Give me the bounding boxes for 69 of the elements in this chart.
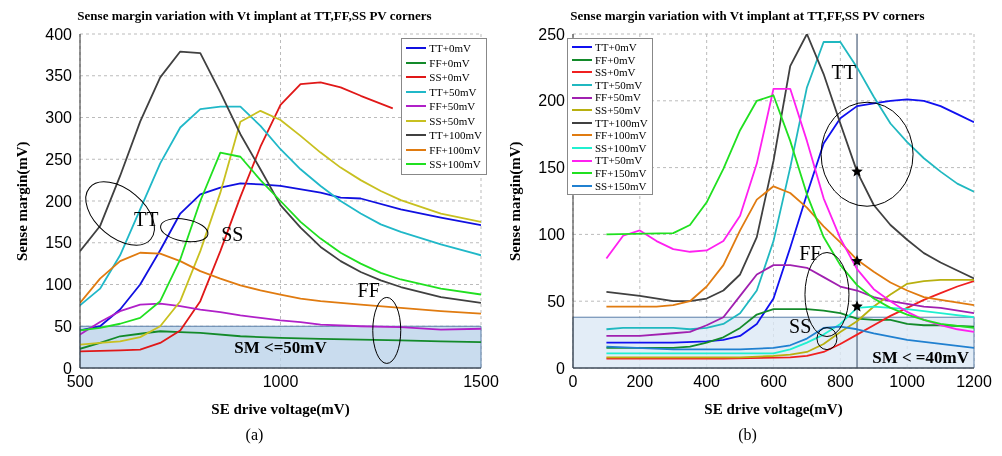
line-series bbox=[605, 308, 974, 349]
y-tick-label: 400 bbox=[45, 25, 73, 43]
x-tick-label: 1500 bbox=[463, 373, 499, 391]
text: (a) bbox=[244, 426, 265, 444]
legend-label: FF+0mV bbox=[595, 53, 636, 67]
legend-label: FF+50mV bbox=[429, 99, 476, 114]
line-series bbox=[80, 50, 481, 304]
y-tick-label: 150 bbox=[538, 159, 566, 177]
legend-label: SS+0mV bbox=[595, 66, 636, 79]
legend-label: TT+50mV bbox=[429, 84, 477, 99]
legend-label: SS+100mV bbox=[429, 157, 481, 172]
chart-title: Sense margin variation with Vt implant at TT,FF,SS PV corners bbox=[569, 8, 926, 25]
x-tick-label: 400 bbox=[693, 373, 721, 391]
x-tick-label: 500 bbox=[66, 373, 94, 391]
legend-label: TT+50mV bbox=[595, 78, 643, 92]
x-tick-label: 800 bbox=[826, 373, 854, 391]
legend-label: FF+100mV bbox=[429, 142, 481, 157]
legend-label: FF+100mV bbox=[595, 129, 647, 142]
line-series bbox=[80, 105, 481, 307]
line-series bbox=[80, 251, 481, 315]
y-tick-label: 100 bbox=[538, 226, 566, 244]
x-tick-label: 1000 bbox=[262, 373, 299, 391]
legend-label: SS+50mV bbox=[595, 103, 641, 117]
band-label: SM <=50mV bbox=[234, 338, 328, 358]
x-tick-label: 600 bbox=[760, 373, 787, 391]
line-series bbox=[605, 264, 974, 337]
y-tick-label: 150 bbox=[45, 234, 73, 252]
legend-label: FF+0mV bbox=[429, 55, 470, 70]
line-series bbox=[80, 81, 394, 353]
y-tick-label: 250 bbox=[45, 150, 73, 168]
x-tick-label: 200 bbox=[626, 373, 654, 391]
legend-label: TT+100mV bbox=[429, 128, 482, 143]
x-tick-label: 1000 bbox=[889, 373, 926, 391]
text: (b) bbox=[737, 426, 758, 444]
legend-label: TT+100mV bbox=[595, 116, 648, 130]
y-tick-label: 300 bbox=[45, 109, 73, 127]
annotation: TT bbox=[831, 60, 856, 83]
point bbox=[851, 165, 863, 177]
annotation: SS bbox=[789, 314, 812, 337]
y-axis-title: Sense margin(mV) bbox=[507, 141, 525, 261]
x-axis-title: SE drive voltage(mV) bbox=[211, 401, 350, 418]
line-series bbox=[80, 302, 481, 336]
x-tick-label: 1200 bbox=[956, 373, 992, 391]
x-axis-title: SE drive voltage(mV) bbox=[704, 401, 843, 418]
annotation: FF bbox=[357, 279, 380, 302]
annotation: FF bbox=[799, 242, 822, 265]
legend-label: SS+100mV bbox=[595, 141, 647, 155]
legend-label: FF+50mV bbox=[595, 91, 641, 104]
legend-label: FF+150mV bbox=[595, 166, 647, 180]
legend-label: SS+150mV bbox=[595, 179, 647, 193]
legend-label: TT+50mV bbox=[595, 154, 643, 167]
x-tick-label: 0 bbox=[568, 373, 578, 391]
y-tick-label: 50 bbox=[54, 317, 73, 335]
y-tick-label: 350 bbox=[45, 67, 73, 85]
y-tick-label: 50 bbox=[547, 292, 566, 310]
y-tick-label: 0 bbox=[556, 359, 566, 377]
y-tick-label: 250 bbox=[538, 25, 566, 43]
band-label: SM < =40mV bbox=[872, 348, 970, 367]
legend-label: TT+0mV bbox=[429, 41, 471, 56]
y-tick-label: 100 bbox=[45, 276, 73, 294]
y-tick-label: 200 bbox=[538, 92, 566, 110]
chart-title: Sense margin variation with Vt implant at TT,FF,SS PV corners bbox=[76, 8, 433, 25]
legend-label: SS+50mV bbox=[429, 113, 476, 128]
point bbox=[851, 255, 863, 266]
y-tick-label: 200 bbox=[45, 192, 73, 210]
point bbox=[851, 300, 863, 312]
legend-label: SS+0mV bbox=[429, 70, 470, 85]
legend-label: TT+0mV bbox=[595, 41, 637, 54]
y-axis-title: Sense margin(mV) bbox=[14, 141, 32, 261]
